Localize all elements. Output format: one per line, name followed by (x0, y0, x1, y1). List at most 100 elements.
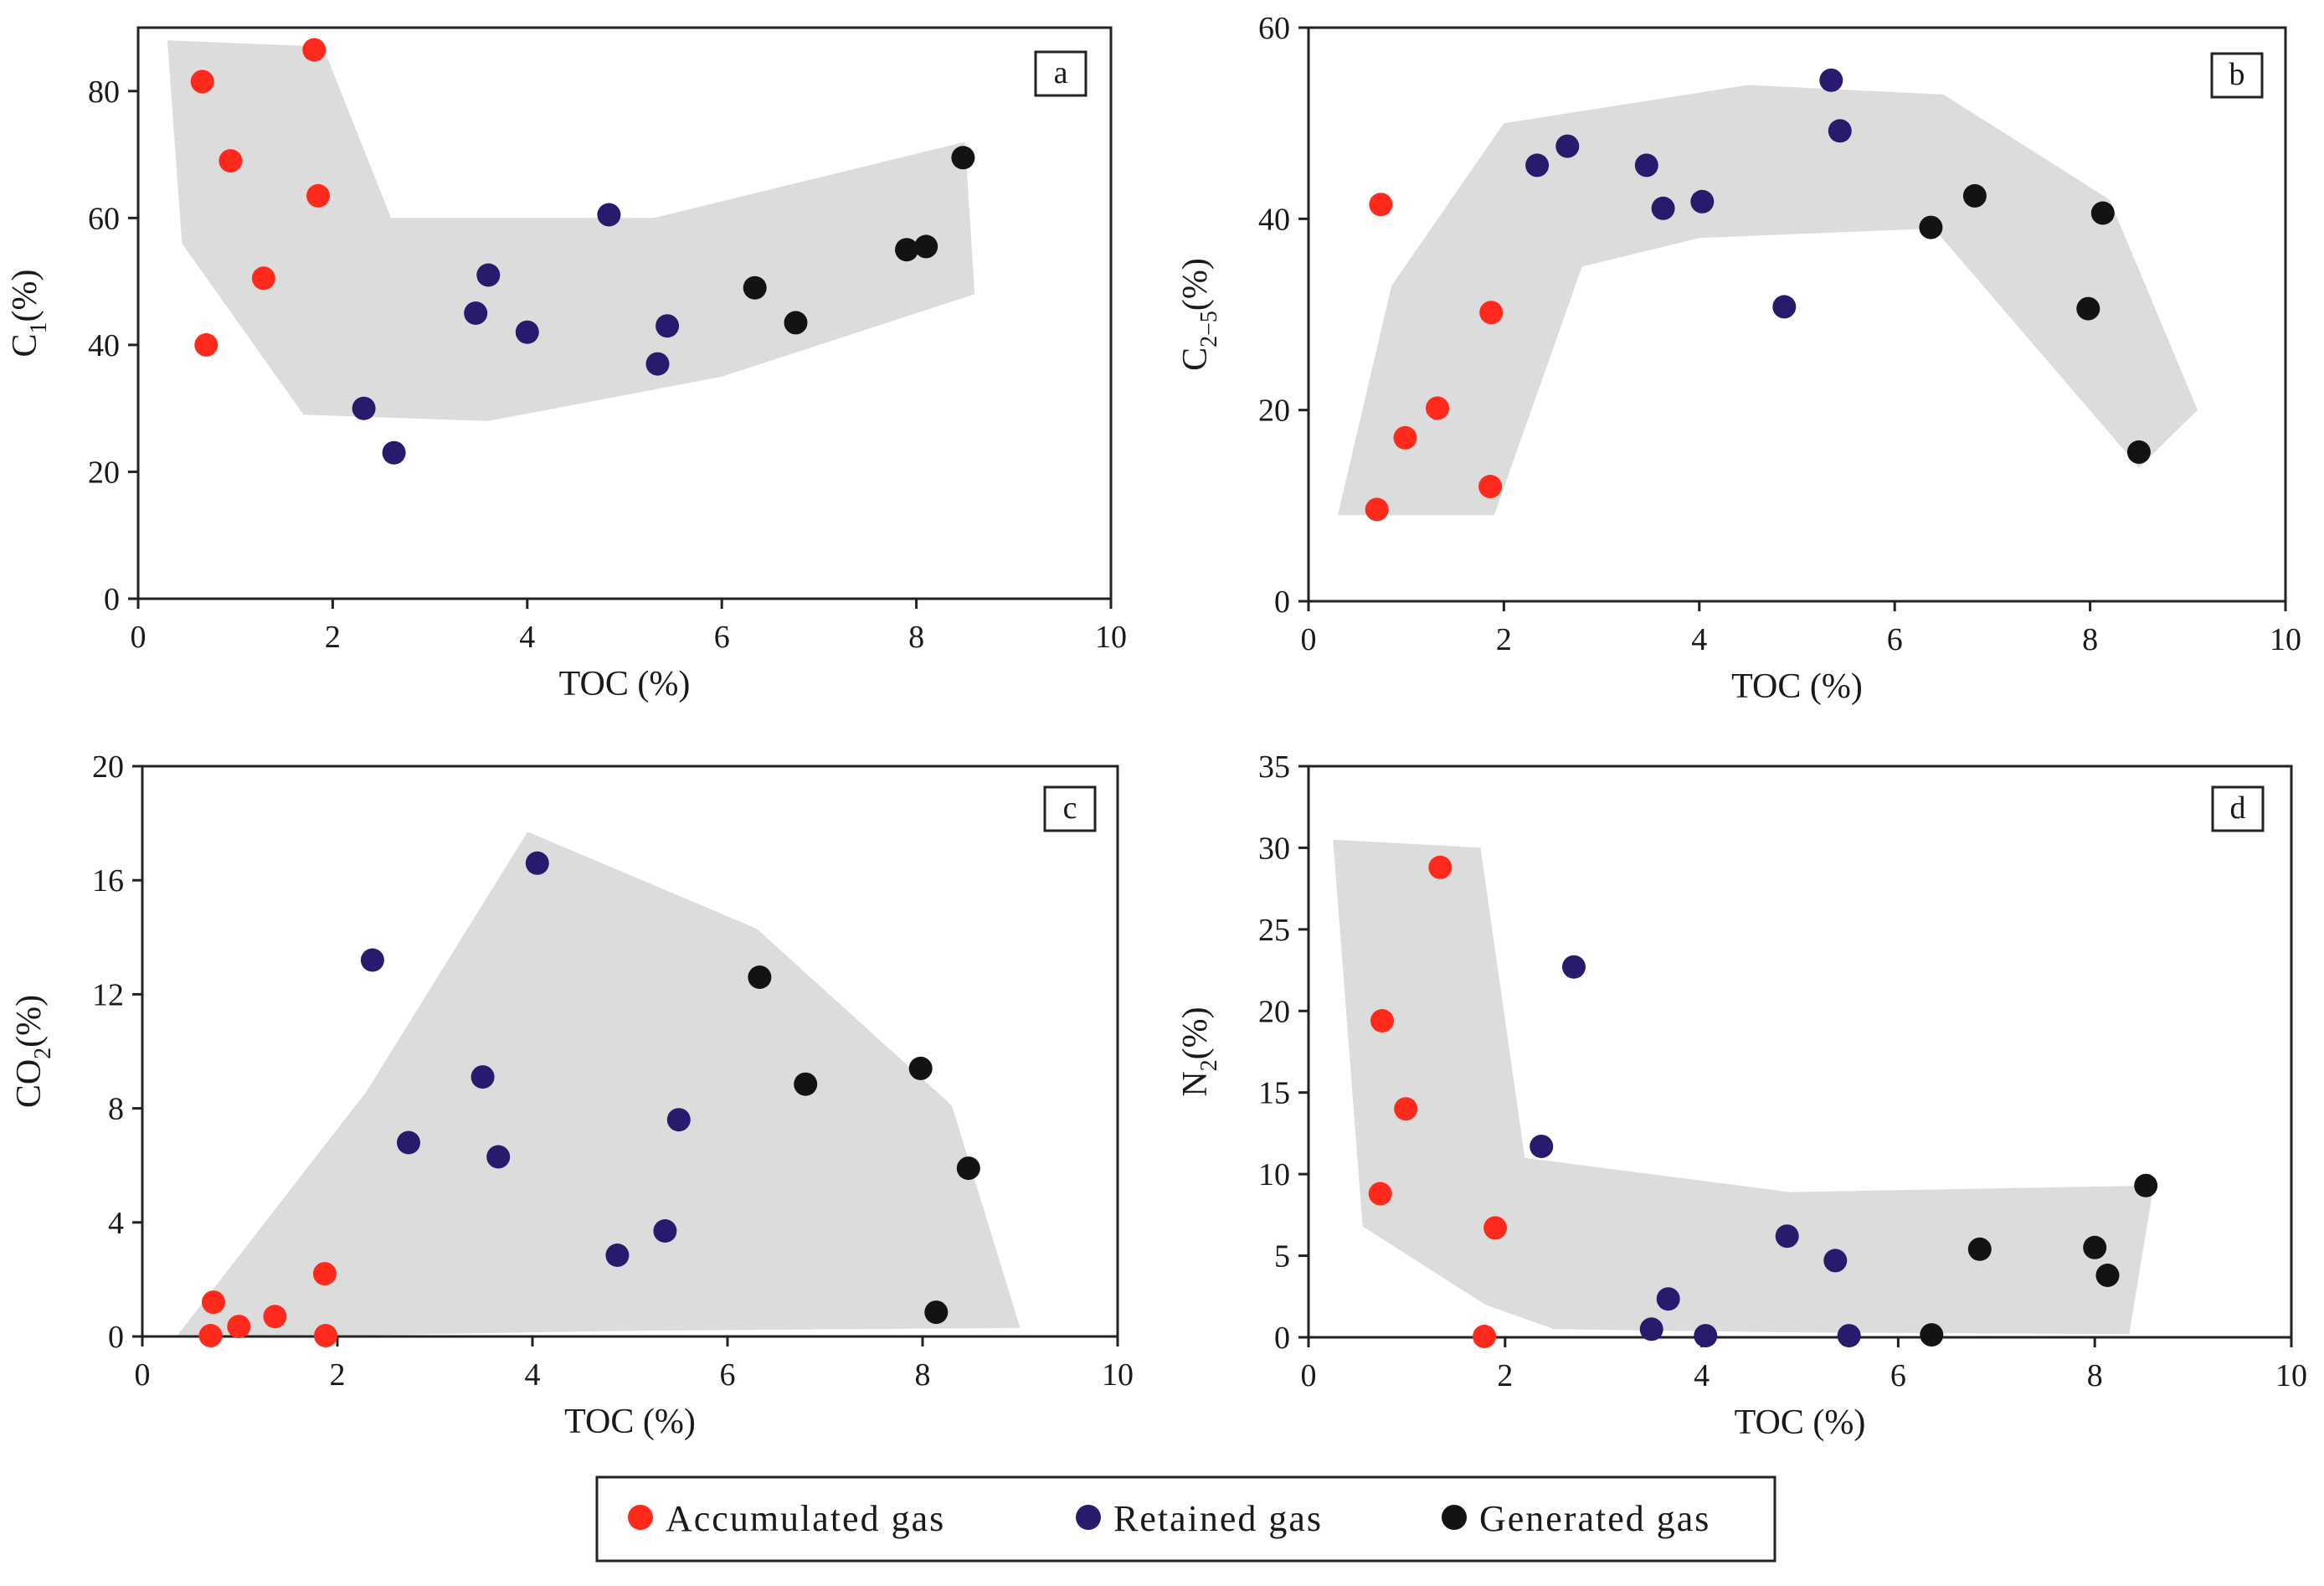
panel-b-point-retained-gas (1828, 119, 1852, 143)
panel-a-point-accumulated-gas (194, 332, 219, 357)
panel-a-point-retained-gas (476, 263, 501, 287)
panel-b-x-tick-label: 8 (2082, 622, 2098, 657)
panel-d-y-axis-title-main: N (1176, 1071, 1215, 1096)
panel-b-chart: 0 2 4 6 8 10 0 20 40 60 TOC (%) C2−5(%) b (1176, 11, 2301, 706)
legend: Accumulated gas Retained gas Generated gas (595, 1475, 1776, 1563)
panel-b-point-accumulated-gas (1365, 497, 1389, 522)
panel-d-y-tick-label: 30 (1258, 831, 1290, 866)
panel-b-point-accumulated-gas (1369, 193, 1393, 217)
panel-a-x-tick-label: 8 (908, 620, 924, 655)
panel-d-x-tick-label: 10 (2275, 1358, 2307, 1393)
panel-c-y-tick-label: 0 (108, 1320, 124, 1355)
panel-c-letter-box (1043, 785, 1097, 832)
legend-marker-accumulated-gas (628, 1505, 653, 1530)
panel-b-x-tick-label: 6 (1887, 622, 1903, 657)
panel-a-x-tick-label: 4 (519, 620, 535, 655)
panel-c-y-axis-title: CO2(%) (10, 995, 56, 1108)
panel-c-point-retained-gas (653, 1219, 677, 1243)
panel-c-point-retained-gas (605, 1244, 630, 1267)
panel-d-y-tick-label: 20 (1258, 994, 1290, 1029)
panel-a-y-axis-title-unit: (%) (6, 270, 44, 322)
panel-d-point-accumulated-gas (1428, 855, 1452, 879)
panel-a-point-accumulated-gas (251, 266, 275, 291)
panel-b-point-retained-gas (1525, 153, 1550, 178)
legend-label-generated-gas: Generated gas (1479, 1498, 1710, 1539)
panel-d-frame (1307, 765, 2293, 1339)
panel-c-x-tick-label: 6 (720, 1357, 736, 1393)
panel-b-point-generated-gas (2076, 296, 2100, 321)
legend-frame (595, 1475, 1776, 1563)
panel-d-point-accumulated-gas (1370, 1009, 1394, 1032)
panel-a-point-retained-gas (597, 203, 621, 227)
panel-d-point-retained-gas (1823, 1249, 1848, 1273)
legend-label-retained-gas: Retained gas (1113, 1498, 1323, 1539)
panel-c-point-retained-gas (525, 851, 549, 875)
panel-b-frame (1307, 26, 2287, 603)
panel-c-x-tick-label: 10 (1102, 1357, 1134, 1393)
panel-b-point-retained-gas (1634, 153, 1658, 178)
panel-a-x-tick-label: 6 (714, 620, 730, 655)
panel-b-x-tick-label: 0 (1301, 622, 1317, 657)
panel-b-point-accumulated-gas (1393, 425, 1417, 450)
panel-c-point-accumulated-gas (263, 1305, 287, 1329)
panel-d-y-axis-title: N2(%) (1176, 1007, 1222, 1096)
panel-b-y-tick-label: 0 (1274, 584, 1290, 620)
panel-a-y-tick-label: 20 (88, 455, 120, 490)
panel-b-point-generated-gas (2090, 201, 2115, 225)
panel-a-frame (136, 26, 1113, 600)
panel-d-y-tick-label: 25 (1258, 913, 1290, 948)
panel-a-point-generated-gas (743, 275, 767, 300)
panel-b-letter-box (2210, 52, 2264, 99)
panel-d-point-generated-gas (1967, 1237, 1992, 1261)
panel-d-x-tick-label: 6 (1890, 1358, 1906, 1393)
legend-marker-retained-gas (1076, 1505, 1101, 1530)
panel-a-x-tick-label: 10 (1095, 620, 1127, 655)
panel-c-point-accumulated-gas (198, 1324, 223, 1347)
legend-label-accumulated-gas: Accumulated gas (666, 1498, 945, 1539)
panel-b-point-accumulated-gas (1478, 475, 1503, 498)
panel-d-envelope (1333, 839, 2154, 1335)
panel-d-y-tick-label: 10 (1258, 1157, 1290, 1192)
panel-d-x-tick-label: 0 (1301, 1358, 1317, 1393)
panel-d-y-axis-title-subscript: 2 (1196, 1059, 1222, 1071)
panel-c-y-tick-label: 4 (108, 1206, 124, 1241)
panel-b-y-axis-title-subscript: 2−5 (1196, 311, 1222, 348)
panel-d-letter: d (2230, 790, 2246, 826)
panel-b-point-retained-gas (1690, 189, 1715, 214)
panel-a-point-retained-gas (515, 320, 539, 344)
panel-b-point-generated-gas (2126, 440, 2151, 464)
panel-c-y-tick-label: 8 (108, 1092, 124, 1127)
panel-a-y-tick-label: 40 (88, 328, 120, 363)
panel-b-point-retained-gas (1651, 196, 1675, 220)
panel-c-point-accumulated-gas (202, 1290, 225, 1315)
panel-a-envelope (167, 40, 975, 421)
panel-a-point-accumulated-gas (306, 183, 330, 208)
legend-marker-generated-gas (1442, 1505, 1467, 1530)
panel-b-envelope (1338, 85, 2198, 516)
panel-c-point-retained-gas (397, 1130, 420, 1155)
panel-b-y-tick-label: 60 (1258, 11, 1290, 46)
panel-b-x-tick-label: 4 (1691, 622, 1707, 657)
panel-a-point-retained-gas (352, 396, 376, 420)
panel-b-point-generated-gas (1919, 215, 1943, 239)
panel-a-point-retained-gas (464, 301, 488, 325)
panel-a-y-tick-label: 80 (88, 75, 120, 110)
panel-d-y-tick-label: 5 (1274, 1239, 1290, 1274)
panel-d-x-tick-label: 4 (1694, 1358, 1710, 1393)
panel-d-point-retained-gas (1562, 955, 1586, 979)
panel-d-x-tick-label: 8 (2087, 1358, 2103, 1393)
panel-c-point-generated-gas (956, 1156, 980, 1181)
panel-b-x-tick-label: 2 (1496, 622, 1512, 657)
panel-d-point-accumulated-gas (1394, 1097, 1418, 1121)
panel-a-chart: 0 2 4 6 8 10 0 20 40 60 80 TOC (%) C1(%) a (6, 26, 1127, 703)
panel-b-y-axis-title: C2−5(%) (1176, 258, 1222, 371)
panel-a-point-accumulated-gas (302, 38, 326, 62)
panel-d-point-generated-gas (2083, 1235, 2107, 1259)
panel-a-point-generated-gas (784, 311, 808, 335)
panel-c-point-generated-gas (794, 1072, 818, 1096)
panel-a-letter-box (1034, 50, 1087, 97)
panel-d-x-axis-title: TOC (%) (1735, 1403, 1866, 1442)
panel-c-letter: c (1063, 790, 1077, 826)
